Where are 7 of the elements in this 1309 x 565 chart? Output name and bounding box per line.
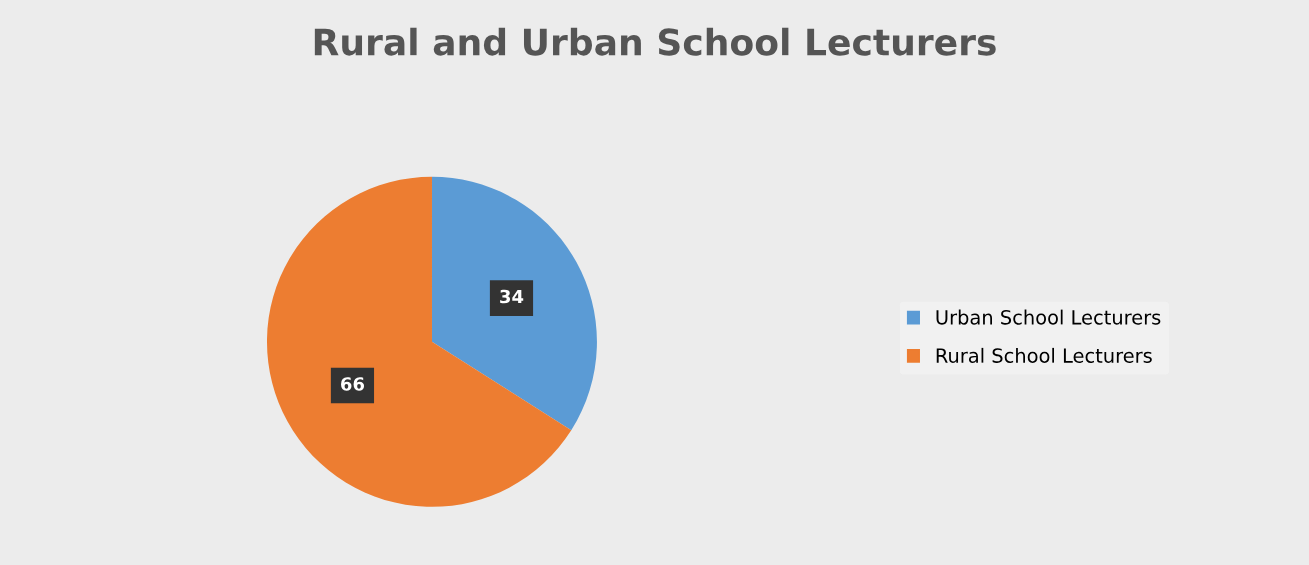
pie-slice xyxy=(431,176,597,431)
data-label: 66 xyxy=(341,377,365,391)
legend-label: Urban School Lecturers xyxy=(936,309,1161,325)
legend-label: Rural School Lecturers xyxy=(936,347,1152,363)
pie-slice xyxy=(267,176,572,507)
data-label: 34 xyxy=(500,289,524,304)
chart-title: Rural and Urban School Lecturers xyxy=(314,27,996,56)
